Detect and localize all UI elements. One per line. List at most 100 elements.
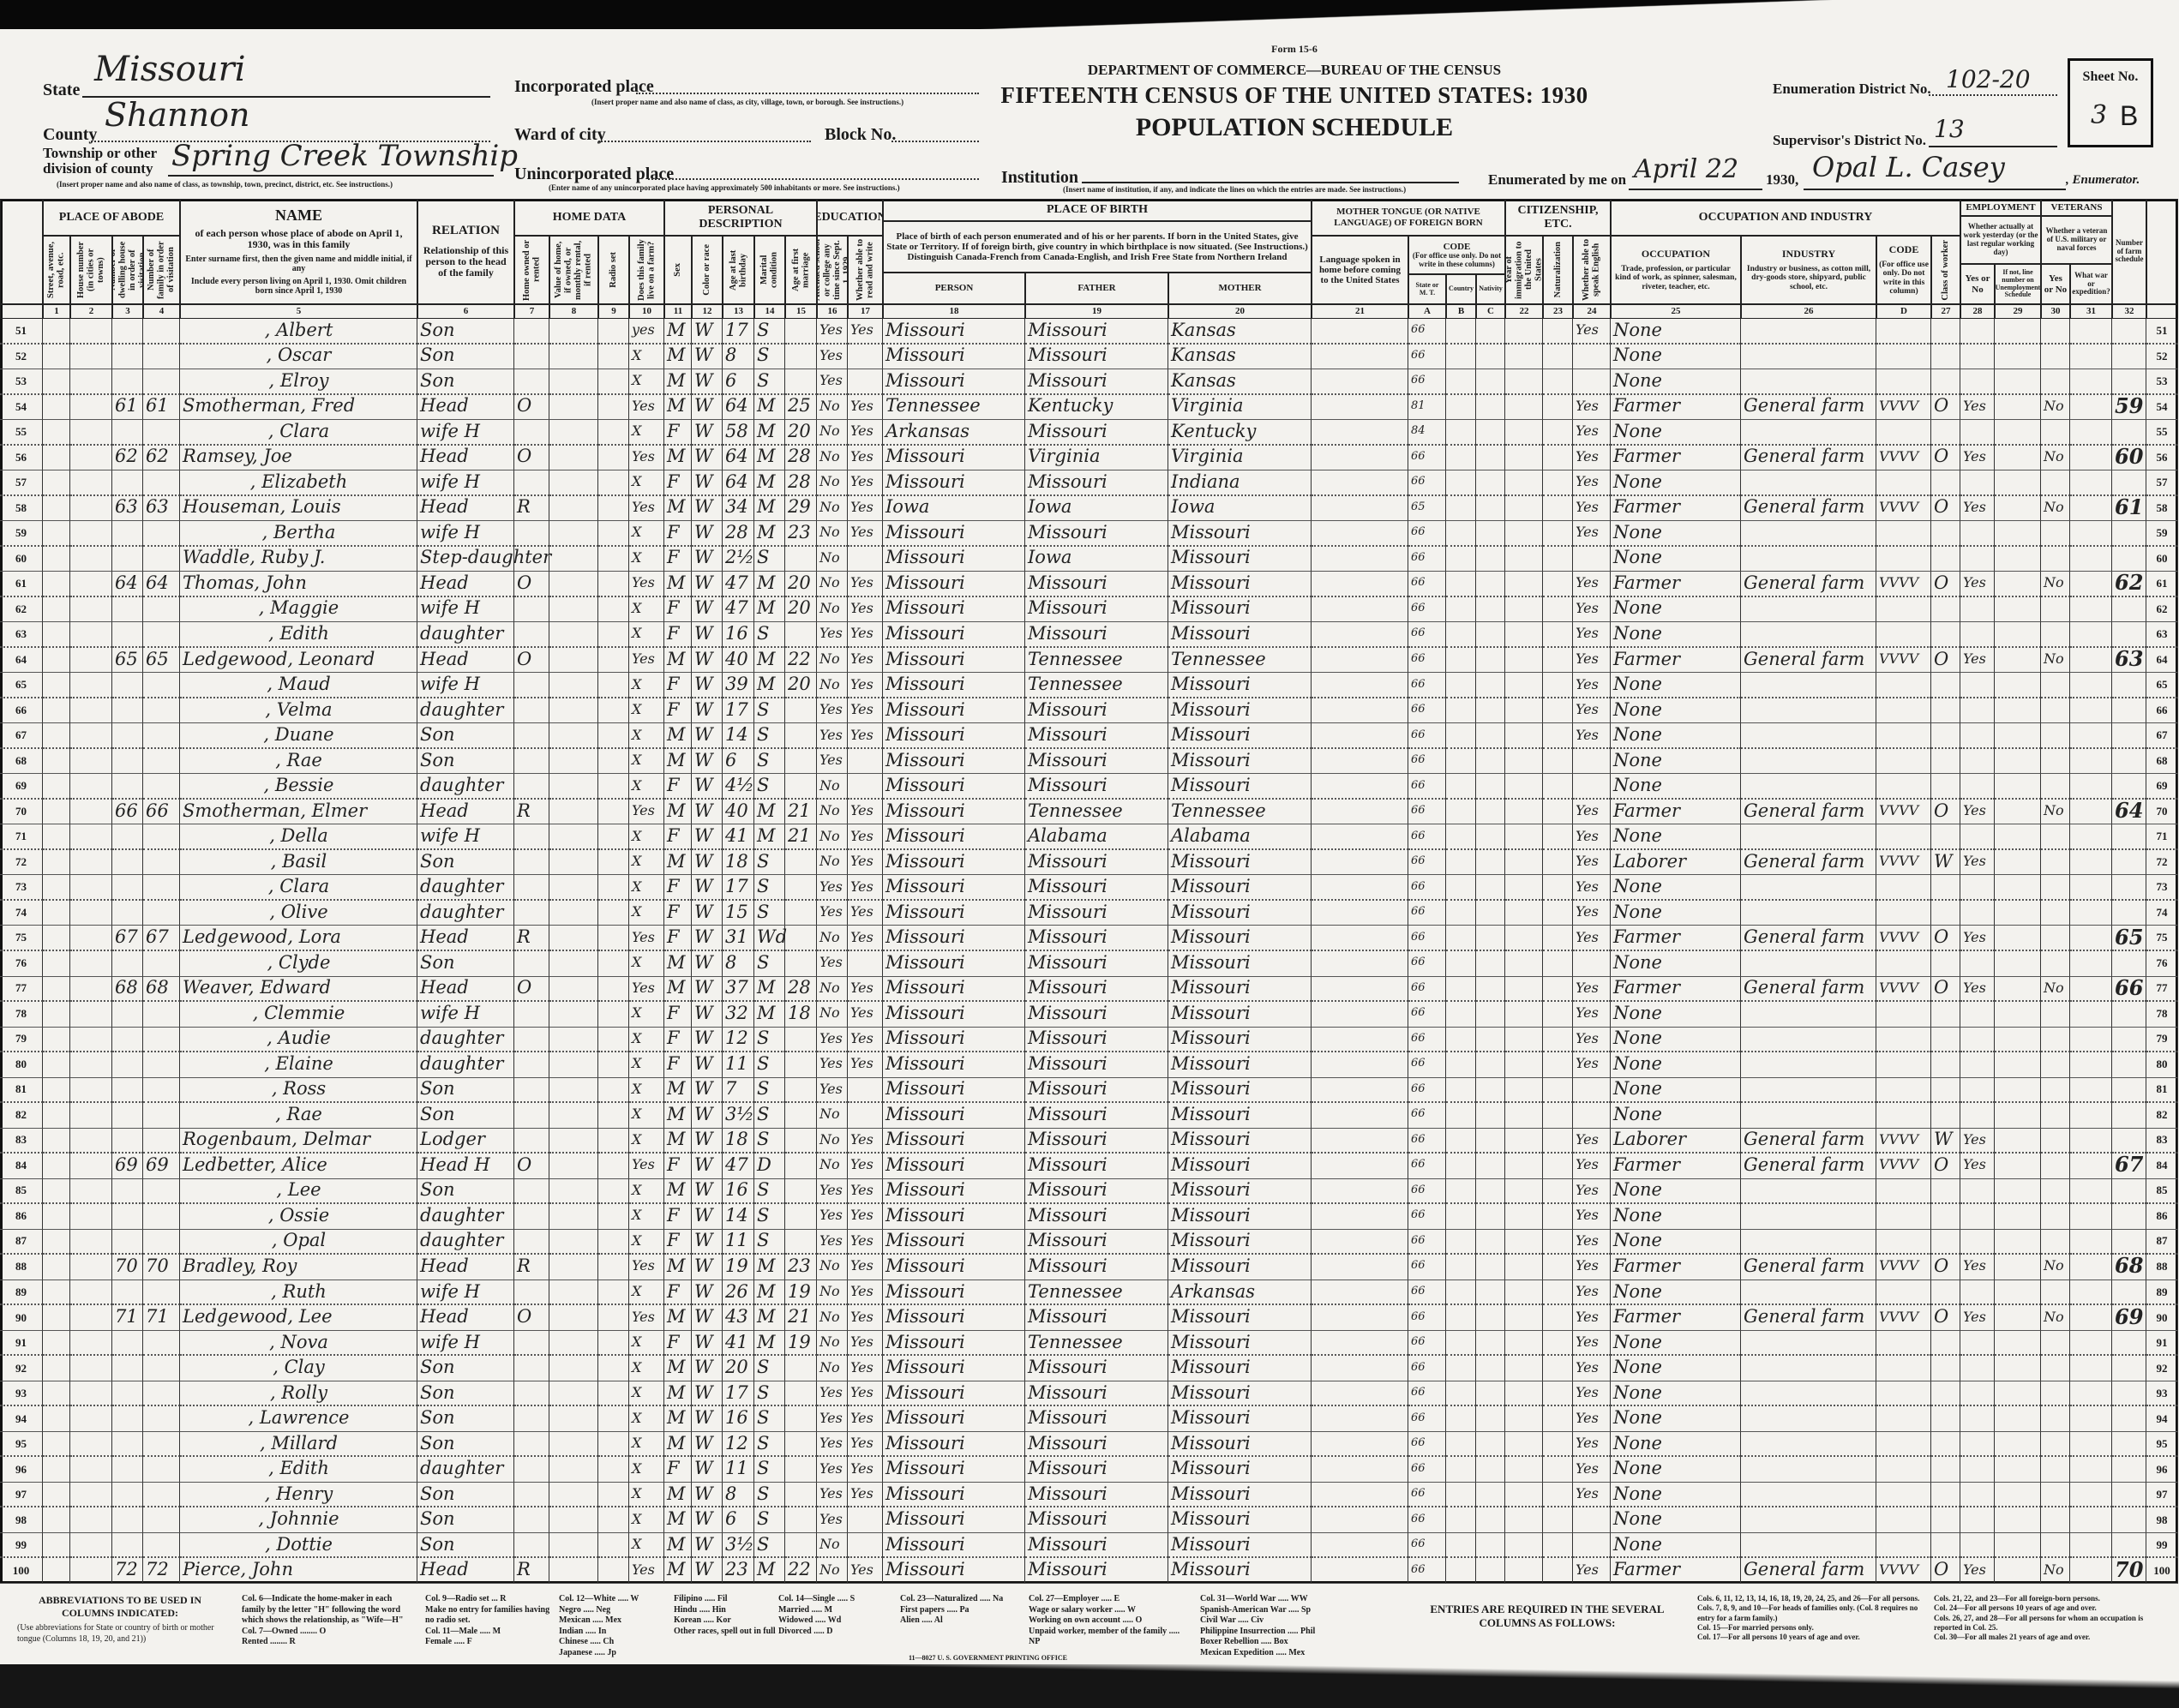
home-tenure: R	[514, 493, 549, 522]
birthplace-father-value: Missouri	[1028, 951, 1108, 973]
state-code: 66	[1408, 467, 1446, 496]
row-cell	[723, 344, 754, 370]
race-value: W	[694, 1230, 713, 1251]
at-work-value: Yes	[1963, 1156, 1986, 1173]
birthplace-person: Missouri	[883, 1327, 1025, 1357]
row-cell	[1611, 445, 1741, 471]
header-veterans-text: VETERANS	[2050, 201, 2103, 213]
line-number: 62	[2156, 602, 2168, 615]
birthplace-person-value: Missouri	[885, 1331, 965, 1352]
farm-schedule-number: 66	[2112, 974, 2146, 1003]
read-write-value: Yes	[850, 1181, 873, 1198]
family-number: 66	[143, 796, 180, 825]
home-tenure: R	[514, 1555, 549, 1584]
row-cell	[1312, 1002, 1408, 1028]
marital-status-value: M	[757, 446, 776, 467]
row-cell	[549, 824, 598, 850]
birthplace-mother-value: Missouri	[1171, 1154, 1251, 1175]
row-cell	[1505, 926, 1543, 951]
row-cell	[2112, 1457, 2146, 1483]
row-cell	[1505, 875, 1543, 901]
row-cell	[1876, 1482, 1931, 1508]
line-number: 72	[15, 855, 27, 869]
abbrev-title: ABBREVIATIONS TO BE USED IN COLUMNS INDI…	[38, 1594, 202, 1619]
birthplace-mother-value: Missouri	[1171, 926, 1251, 948]
speaks-english-value: Yes	[1576, 1004, 1599, 1022]
line-number: 52	[15, 349, 27, 363]
row-cell	[883, 596, 1025, 623]
occupation: None	[1611, 948, 1741, 977]
occupation: None	[1611, 1024, 1741, 1053]
row-cell	[1312, 470, 1408, 496]
race-value: W	[694, 1458, 713, 1479]
read-write: Yes	[848, 315, 883, 345]
row-cell	[1543, 1077, 1573, 1104]
row-cell	[112, 546, 143, 572]
birthplace-person: Missouri	[883, 1176, 1025, 1205]
col-number: 3	[112, 304, 143, 319]
row-cell	[112, 1052, 143, 1078]
sex: M	[664, 1352, 692, 1381]
row-cell	[1931, 420, 1960, 446]
header-name: NAME	[275, 207, 322, 225]
relation: wife H	[417, 669, 514, 698]
occupation: None	[1611, 1403, 1741, 1432]
row-cell: 89	[0, 1280, 43, 1306]
state-code: 66	[1408, 1176, 1446, 1205]
person-name: Smotherman, Fred	[180, 392, 417, 421]
race: W	[692, 1327, 723, 1357]
row-cell	[1446, 849, 1476, 876]
age: 8	[723, 1479, 754, 1508]
row-cell	[2041, 470, 2070, 496]
header-col-c9-text: Radio set	[609, 252, 619, 288]
sex: F	[664, 1453, 692, 1483]
relation-value: Son	[420, 369, 455, 391]
birthplace-mother: Tennessee	[1168, 796, 1312, 825]
state-code: 66	[1408, 1201, 1446, 1230]
person-name-value: Smotherman, Fred	[183, 395, 356, 417]
read-write-value: Yes	[850, 1485, 873, 1502]
row-cell	[2070, 1356, 2112, 1381]
row-cell	[514, 319, 549, 345]
year-label: 1930,	[1766, 171, 1799, 188]
row-cell	[1505, 420, 1543, 446]
birthplace-father: Missouri	[1025, 1555, 1168, 1584]
birthplace-person: Missouri	[883, 644, 1025, 674]
row-cell	[43, 926, 70, 951]
col-number: 25	[1611, 304, 1741, 319]
relation-value: Son	[420, 724, 455, 746]
line-number: 64	[2156, 653, 2168, 666]
birthplace-father: Missouri	[1025, 619, 1168, 648]
col-number-text: C	[1487, 306, 1494, 317]
row-cell	[1995, 344, 2041, 370]
row-cell	[1168, 445, 1312, 471]
speaks-english-value: Yes	[1576, 574, 1599, 591]
row-cell	[1995, 1077, 2041, 1104]
occupation-value: None	[1613, 1483, 1662, 1504]
race: W	[692, 1277, 723, 1306]
row-cell	[2070, 1305, 2112, 1331]
row-cell	[143, 698, 180, 724]
line-number: 51	[15, 323, 27, 337]
race-value: W	[694, 547, 713, 568]
speaks-english: Yes	[1573, 644, 1611, 674]
row-cell	[549, 1330, 598, 1357]
farm-residence-value: X	[632, 1384, 642, 1401]
header-col-c14-text: Marital condition	[759, 252, 779, 289]
row-cell	[1168, 673, 1312, 698]
sex-value: M	[667, 951, 686, 973]
row-cell	[1476, 900, 1505, 926]
row-cell	[549, 1532, 598, 1559]
birthplace-mother-value: Missouri	[1171, 951, 1251, 973]
row-cell	[1505, 1330, 1543, 1357]
row-cell	[1505, 900, 1543, 926]
row-cell	[1995, 1507, 2041, 1533]
person-name-value: , Rae	[275, 749, 322, 770]
row-cell	[1960, 1381, 1995, 1407]
class-of-worker: W	[1931, 1125, 1960, 1154]
row-cell	[1476, 1381, 1505, 1407]
read-write: Yes	[848, 695, 883, 724]
row-cell	[1025, 319, 1168, 345]
row-cell	[1960, 673, 1995, 698]
row-cell	[723, 369, 754, 395]
